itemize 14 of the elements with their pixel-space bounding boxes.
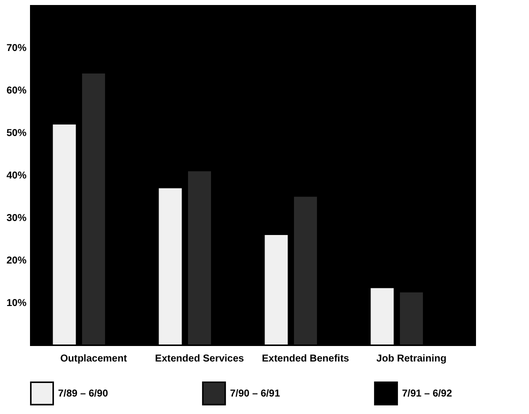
x-tick-label: Extended Services (155, 354, 244, 364)
legend-label: 7/90 – 6/91 (230, 388, 280, 400)
y-tick-label: 20% (6, 256, 27, 266)
y-tick-label: 70% (6, 43, 27, 54)
legend-label: 7/91 – 6/92 (402, 388, 452, 400)
y-tick-label: 10% (6, 298, 27, 309)
x-tick-label: Job Retraining (376, 354, 446, 364)
x-tick-label: Outplacement (60, 354, 128, 364)
legend-label: 7/89 – 6/90 (58, 388, 108, 400)
y-tick-label: 30% (6, 213, 27, 224)
y-tick-label: 40% (6, 170, 27, 182)
x-tick-label: Extended Benefits (262, 354, 350, 364)
y-tick-label: 50% (6, 128, 27, 139)
y-tick-label: 60% (6, 86, 27, 96)
